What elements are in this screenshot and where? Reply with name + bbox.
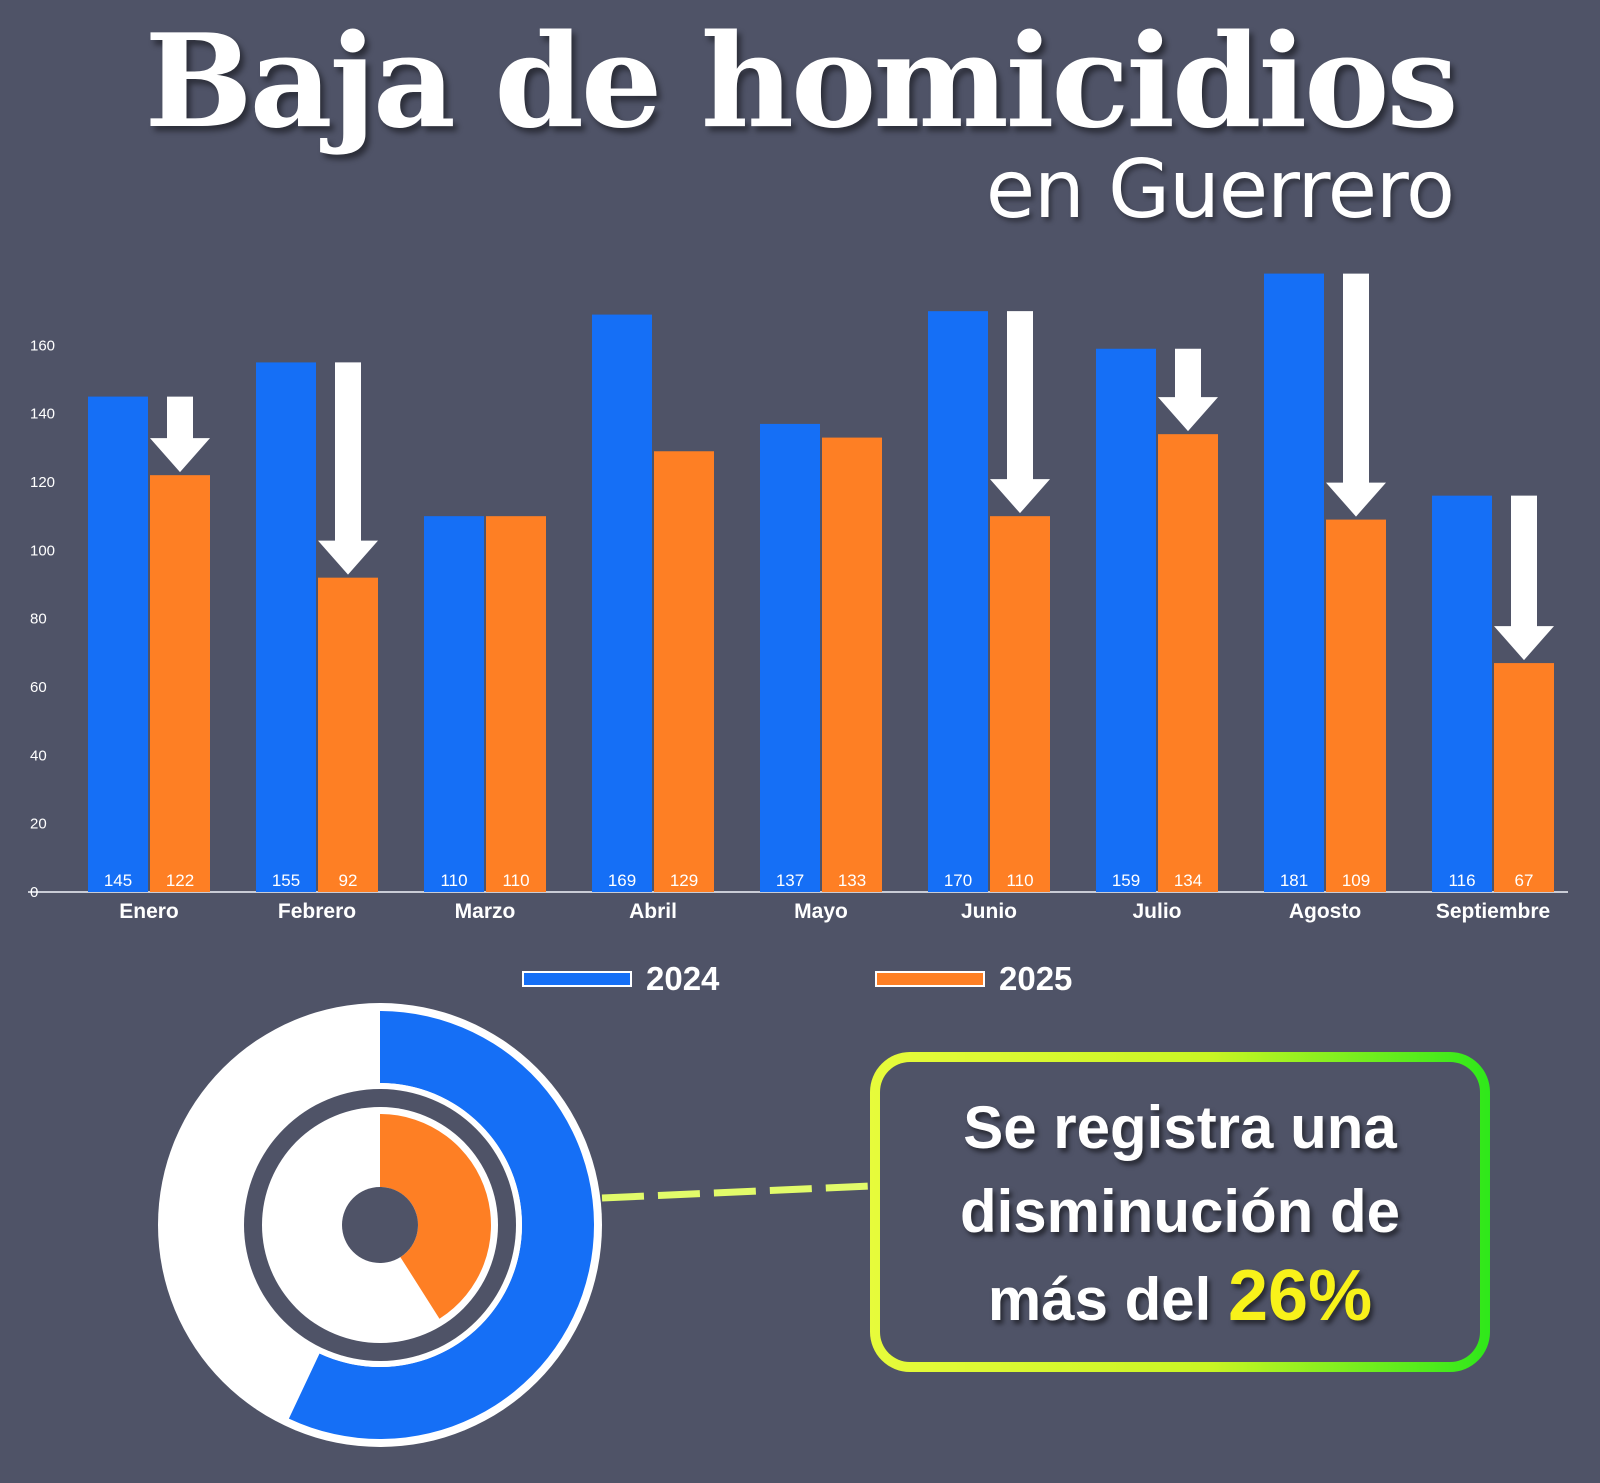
bar-2025-julio — [1158, 434, 1218, 892]
bar-2024-junio — [928, 311, 988, 893]
value-label-2024: 159 — [1112, 871, 1140, 890]
value-label-2025: 110 — [1006, 871, 1033, 890]
page-title: Baja de homicidios — [144, 7, 1458, 157]
x-category-label: Marzo — [455, 900, 516, 923]
legend-swatch-2025 — [875, 971, 985, 987]
bar-2024-enero — [88, 396, 148, 892]
y-tick-label: 100 — [30, 542, 55, 559]
bar-2025-agosto — [1326, 519, 1386, 892]
value-label-2025: 129 — [670, 871, 698, 890]
donut-outer-segment-2024 — [288, 1011, 594, 1439]
bar-2024-agosto — [1264, 273, 1324, 892]
value-label-2024: 181 — [1280, 871, 1308, 890]
value-label-2025: 133 — [838, 871, 866, 890]
y-tick-label: 0 — [30, 884, 38, 901]
value-label-2024: 155 — [272, 871, 300, 890]
y-tick-label: 20 — [30, 816, 47, 833]
callout-line-2: disminución de — [959, 1178, 1401, 1245]
bar-2024-septiembre — [1432, 495, 1492, 892]
value-label-2024: 169 — [608, 871, 636, 890]
x-category-label: Julio — [1132, 900, 1181, 923]
callout-line-3: más del 26% — [880, 1254, 1480, 1342]
callout-line-3-prefix: más del — [987, 1266, 1228, 1333]
x-category-label: Agosto — [1289, 900, 1361, 923]
x-category-label: Febrero — [278, 900, 356, 923]
y-tick-label: 80 — [30, 611, 47, 628]
value-label-2025: 110 — [502, 871, 529, 890]
callout-percent: 26% — [1228, 1256, 1373, 1336]
bar-2024-febrero — [256, 362, 316, 893]
legend-label-2025: 2025 — [999, 960, 1073, 997]
value-label-2025: 67 — [1515, 871, 1534, 890]
decrease-arrow-icon — [150, 396, 210, 473]
callout-box: Se registra una disminución de más del 2… — [870, 1052, 1490, 1372]
decrease-arrow-icon — [1494, 495, 1554, 661]
donut-inner-segment-2025 — [380, 1114, 492, 1319]
decrease-arrow-icon — [1326, 273, 1386, 517]
bar-2025-enero — [150, 475, 210, 892]
donut-center-hole — [342, 1187, 418, 1263]
callout-text: Se registra una disminución de más del 2… — [880, 1062, 1480, 1362]
decrease-arrow-icon — [990, 311, 1050, 514]
bar-2024-mayo — [760, 423, 820, 892]
y-tick-label: 60 — [30, 679, 47, 696]
bar-2024-marzo — [424, 516, 484, 892]
bar-2025-marzo — [486, 516, 546, 892]
y-tick-label: 160 — [30, 337, 55, 354]
x-category-label: Junio — [961, 900, 1017, 923]
bar-2025-mayo — [822, 437, 882, 892]
decrease-arrow-icon — [318, 362, 378, 575]
value-label-2025: 122 — [166, 871, 194, 890]
legend-swatch-2024 — [522, 971, 632, 987]
bar-2024-abril — [592, 314, 652, 892]
value-label-2024: 145 — [104, 871, 132, 890]
y-tick-label: 140 — [30, 406, 55, 423]
value-label-2024: 110 — [440, 871, 467, 890]
value-label-2024: 137 — [776, 871, 804, 890]
value-label-2024: 170 — [944, 871, 972, 890]
x-category-label: Mayo — [794, 900, 848, 923]
value-label-2025: 134 — [1174, 871, 1202, 890]
comparison-donut — [158, 1003, 602, 1447]
y-tick-label: 40 — [30, 747, 47, 764]
legend-label-2024: 2024 — [646, 960, 720, 997]
decrease-arrow-icon — [1158, 348, 1218, 432]
value-label-2024: 116 — [1448, 871, 1475, 890]
bar-chart: 0 20 40 60 80 100 120 140 160 145 122 Enero 155 92 Feb… — [28, 273, 1568, 923]
page-subtitle: en Guerrero — [985, 143, 1455, 236]
x-category-label: Abril — [629, 900, 677, 923]
x-category-label: Enero — [119, 900, 179, 923]
bar-2025-febrero — [318, 577, 378, 892]
bar-2024-julio — [1096, 348, 1156, 892]
callout-line-1: Se registra una — [963, 1094, 1397, 1161]
bar-2025-abril — [654, 451, 714, 892]
value-label-2025: 109 — [1342, 871, 1370, 890]
x-category-label: Septiembre — [1436, 900, 1550, 923]
value-label-2025: 92 — [339, 871, 358, 890]
bar-2025-junio — [990, 516, 1050, 892]
legend-item-2025: 2025 — [875, 960, 1072, 998]
bar-2025-septiembre — [1494, 663, 1554, 892]
legend-item-2024: 2024 — [522, 960, 719, 998]
y-tick-label: 120 — [30, 474, 55, 491]
